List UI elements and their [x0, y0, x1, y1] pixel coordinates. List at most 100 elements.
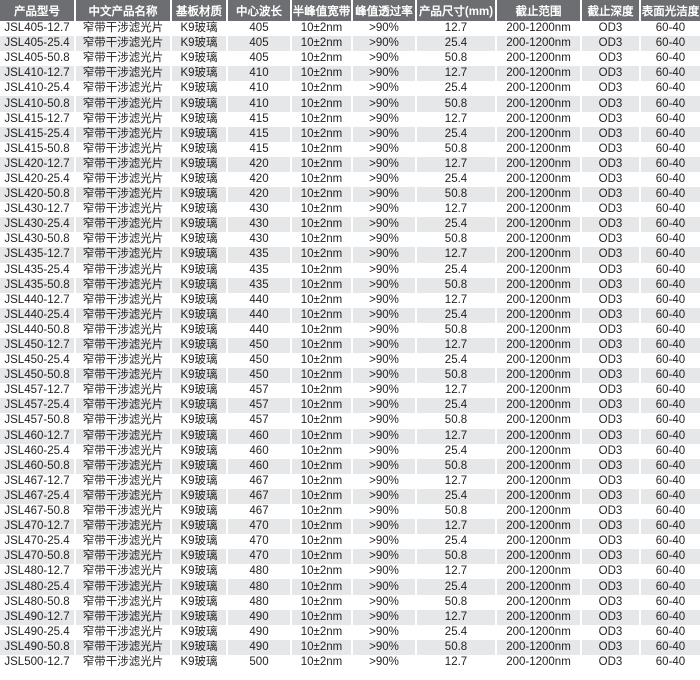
table-cell: 10±2nm: [291, 519, 353, 535]
table-cell: 200-1200nm: [496, 156, 582, 172]
table-cell: K9玻璃: [171, 262, 228, 278]
table-cell: 440: [227, 322, 292, 338]
table-cell: 200-1200nm: [496, 81, 582, 97]
table-cell: OD3: [581, 443, 641, 459]
table-cell: JSL430-25.4: [0, 217, 76, 233]
table-cell: JSL420-12.7: [0, 156, 76, 172]
table-cell: 60-40: [655, 323, 686, 336]
table-cell: 200-1200nm: [496, 337, 582, 354]
table-cell: 430: [227, 217, 292, 233]
table-cell: 60-40: [655, 535, 686, 548]
table-cell: 窄带干涉滤光片: [75, 126, 172, 142]
table-cell: 200-1200nm: [496, 443, 582, 459]
table-cell: >90%: [352, 111, 417, 127]
table-cell: 12.7: [416, 473, 497, 489]
table-cell: JSL430-12.7: [0, 202, 76, 218]
table-cell: 10±2nm: [291, 171, 353, 188]
table-cell: 12.7: [416, 337, 497, 354]
table-cell: 60-40: [640, 247, 700, 263]
table-cell: 200-1200nm: [496, 202, 582, 218]
table-cell: 窄带干涉滤光片: [75, 171, 172, 188]
table-cell: OD3: [581, 217, 641, 233]
table-row: JSL467-12.7 窄带干涉滤光片 K9玻璃 467 10±2nm >90% 12.7 2…: [0, 473, 700, 489]
table-cell: K9玻璃: [171, 413, 228, 429]
table-cell: 窄带干涉滤光片: [75, 473, 172, 489]
table-row: JSL467-50.8 窄带干涉滤光片 K9玻璃 467 10±2nm >90% 50.8 2…: [0, 504, 700, 520]
table-row: JSL440-25.4 窄带干涉滤光片 K9玻璃 440 10±2nm >90% 25.4 2…: [0, 307, 700, 323]
table-cell: 窄带干涉滤光片: [75, 277, 172, 293]
table-cell: 60-40: [655, 565, 686, 578]
table-cell: OD3: [581, 111, 641, 127]
table-cell: 12.7: [416, 654, 497, 671]
table-cell: OD3: [581, 413, 641, 429]
table-cell: 25.4: [416, 307, 497, 323]
table-cell: 60-40: [640, 609, 700, 625]
table-cell: 10±2nm: [291, 111, 353, 127]
table-cell: >90%: [352, 21, 417, 37]
table-cell: 420: [227, 171, 292, 188]
table-cell: 窄带干涉滤光片: [75, 564, 172, 580]
table-cell: JSL410-50.8: [0, 96, 76, 112]
table-cell: >90%: [352, 277, 417, 293]
table-cell: 50.8: [416, 458, 497, 474]
table-cell: K9玻璃: [171, 353, 228, 369]
table-cell: 60-40: [640, 549, 700, 565]
table-cell: 10±2nm: [291, 217, 353, 233]
table-cell: 490: [227, 639, 292, 655]
column-header: 峰值透过率: [352, 0, 417, 21]
table-cell: K9玻璃: [171, 564, 228, 580]
table-cell: 457: [227, 383, 292, 399]
table-cell: JSL405-50.8: [0, 51, 76, 67]
table-cell: >90%: [352, 443, 417, 459]
table-cell: 460: [227, 443, 292, 459]
table-cell: 窄带干涉滤光片: [75, 443, 172, 459]
table-cell: 200-1200nm: [496, 217, 582, 233]
table-cell: 12.7: [416, 247, 497, 263]
table-cell: OD3: [581, 51, 641, 67]
table-cell: 60-40: [655, 142, 686, 155]
table-cell: 200-1200nm: [496, 564, 582, 580]
table-cell: >90%: [352, 141, 417, 157]
table-cell: 200-1200nm: [496, 307, 582, 323]
table-cell: OD3: [581, 141, 641, 157]
table-cell: 200-1200nm: [496, 624, 582, 640]
table-cell: 10±2nm: [291, 413, 353, 429]
table-cell: OD3: [581, 624, 641, 640]
table-cell: 窄带干涉滤光片: [75, 217, 172, 233]
table-cell: JSL435-12.7: [0, 247, 76, 263]
table-cell: 10±2nm: [291, 187, 353, 203]
table-cell: JSL490-12.7: [0, 609, 76, 625]
table-row: JSL490-50.8 窄带干涉滤光片 K9玻璃 490 10±2nm >90% 50.8 2…: [0, 639, 700, 655]
table-row: JSL500-12.7 窄带干涉滤光片 K9玻璃 500 10±2nm >90% 12.7 2…: [0, 654, 700, 671]
table-row: JSL420-25.4 窄带干涉滤光片 K9玻璃 420 10±2nm >90% 25.4 2…: [0, 171, 700, 188]
table-cell: 60-40: [655, 474, 686, 487]
table-cell: 窄带干涉滤光片: [75, 51, 172, 67]
table-cell: K9玻璃: [171, 96, 228, 112]
table-row: JSL450-50.8 窄带干涉滤光片 K9玻璃 450 10±2nm >90% 50.8 2…: [0, 368, 700, 384]
table-cell: OD3: [581, 398, 641, 414]
table-cell: >90%: [352, 66, 417, 82]
table-cell: 60-40: [640, 337, 700, 354]
table-cell: >90%: [352, 398, 417, 414]
table-cell: 200-1200nm: [496, 609, 582, 625]
table-cell: JSL415-12.7: [0, 111, 76, 127]
table-cell: JSL467-12.7: [0, 473, 76, 489]
table-row: JSL440-12.7 窄带干涉滤光片 K9玻璃 440 10±2nm >90% 12.7 2…: [0, 292, 700, 308]
table-row: JSL410-12.7 窄带干涉滤光片 K9玻璃 410 10±2nm >90% 12.7 2…: [0, 66, 700, 82]
table-cell: >90%: [352, 383, 417, 399]
table-cell: 200-1200nm: [496, 277, 582, 293]
table-cell: 10±2nm: [291, 383, 353, 399]
table-cell: 405: [227, 51, 292, 67]
table-cell: >90%: [352, 156, 417, 172]
table-cell: K9玻璃: [171, 488, 228, 504]
table-cell: 200-1200nm: [496, 594, 582, 610]
table-cell: 467: [227, 488, 292, 504]
table-cell: 435: [227, 262, 292, 278]
table-cell: OD3: [581, 519, 641, 535]
table-cell: JSL490-50.8: [0, 639, 76, 655]
table-cell: >90%: [352, 126, 417, 142]
table-cell: 50.8: [416, 187, 497, 203]
table-cell: 60-40: [640, 187, 700, 203]
table-cell: 200-1200nm: [496, 504, 582, 520]
